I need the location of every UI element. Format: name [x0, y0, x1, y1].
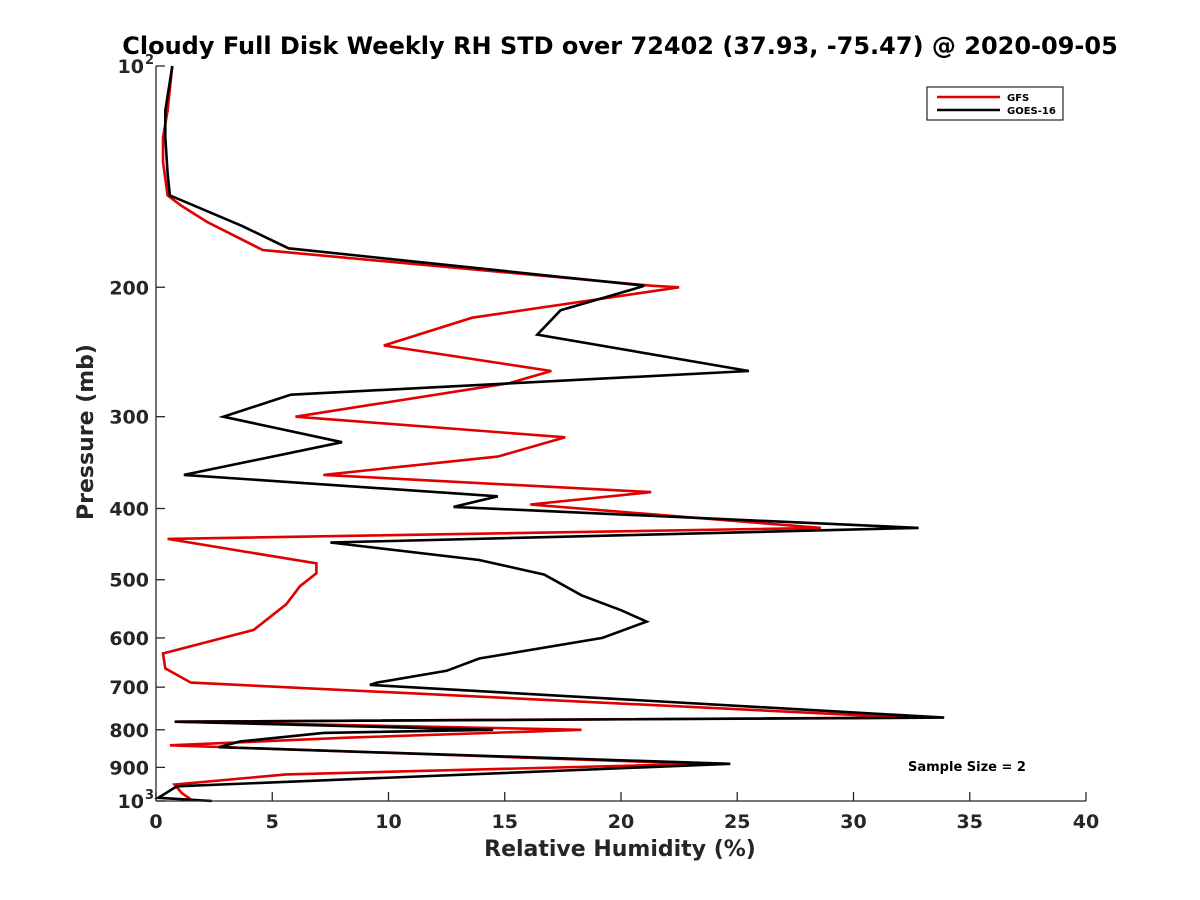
y-tick-label: 800	[109, 720, 149, 742]
x-tick-label: 40	[1073, 811, 1099, 833]
x-tick-label: 0	[149, 811, 162, 833]
y-tick-exponent: 2	[145, 53, 154, 68]
y-tick-label: 10	[118, 56, 144, 78]
x-tick-label: 5	[266, 811, 279, 833]
y-tick-label: 300	[109, 407, 149, 429]
y-tick-label: 600	[109, 628, 149, 650]
legend-label-gfs: GFS	[1007, 93, 1029, 104]
series-line-gfs	[161, 65, 910, 801]
legend-box	[926, 86, 1064, 121]
legend: GFS GOES-16	[926, 86, 1064, 121]
x-axis-label: Relative Humidity (%)	[484, 837, 756, 862]
x-tick-label: 10	[375, 811, 401, 833]
y-tick-label: 500	[109, 570, 149, 592]
y-axis-label: Pressure (mb)	[74, 344, 99, 520]
x-tick-label: 35	[957, 811, 983, 833]
legend-label-goes-16: GOES-16	[1007, 106, 1056, 117]
plot-lines	[154, 65, 945, 803]
x-tick-label: 25	[724, 811, 750, 833]
y-tick-label: 400	[109, 499, 149, 521]
chart-title: Cloudy Full Disk Weekly RH STD over 7240…	[122, 32, 1118, 60]
x-tick-label: 20	[608, 811, 634, 833]
y-tick-exponent: 3	[145, 788, 154, 803]
sample-size-annotation: Sample Size = 2	[908, 760, 1026, 775]
y-tick-label: 700	[109, 677, 149, 699]
x-tick-label: 15	[492, 811, 518, 833]
y-tick-label: 10	[118, 791, 144, 813]
x-tick-label: 30	[840, 811, 866, 833]
y-tick-label: 200	[109, 277, 149, 299]
y-tick-label: 900	[109, 757, 149, 779]
series-line-goes-16	[154, 65, 945, 803]
